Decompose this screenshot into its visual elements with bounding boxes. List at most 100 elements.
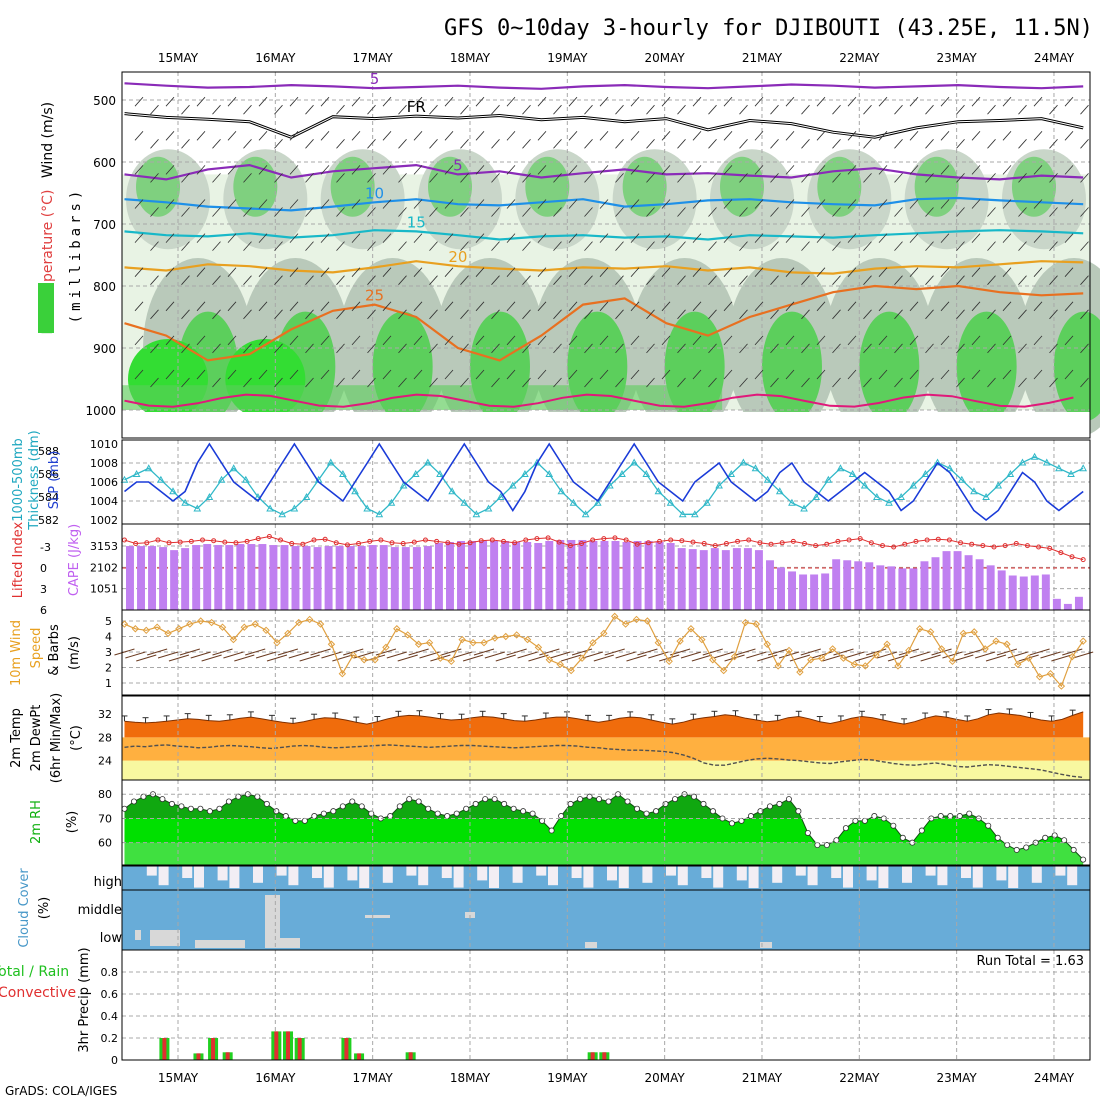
rh-point [282,813,289,820]
cape-bar [269,545,278,610]
cape-bar [512,542,521,610]
cloud-cover-panel: high middle low Cloud Cover (%) [17,865,1091,951]
wind-barb [201,654,222,662]
wind-barb [1080,173,1089,183]
wind-barb [677,309,686,320]
wind-barb [491,377,500,388]
wind-speed-point [523,635,532,644]
wind-barb [646,173,655,183]
wind-barb [429,343,438,354]
wind-barb [517,651,538,659]
wind-barb [646,343,655,354]
wind-barb [646,139,655,149]
high-cloud-gap [347,866,358,881]
thickness-point [618,469,626,477]
wind-barb [615,139,624,149]
wind-barb [816,131,826,141]
wind-barb [833,648,854,656]
rh-shading [817,156,862,217]
wind-barb [367,377,376,388]
wind-speed-point [1014,660,1022,669]
wind-barb [894,139,903,149]
wind-barb [462,654,484,662]
wind-barb [444,267,454,277]
wind-barb [181,173,190,183]
date-label: 22MAY [839,1071,880,1085]
cape-bar [1052,598,1061,610]
wind-barb [1002,301,1012,312]
wind-barb [1033,369,1043,380]
thickness-point [508,481,517,489]
wind-barb [878,165,888,175]
wind-barb [475,233,485,243]
thickness-point [278,510,287,518]
lifted-index-point [289,541,295,546]
wind-barb [289,131,299,141]
wind-barb [134,369,144,380]
wind-speed-point [687,625,695,633]
cape-bar [1008,575,1017,610]
wind-barb [506,369,516,380]
wind-barb [646,207,655,217]
lifted-index-point [634,541,640,547]
wind-barb [832,343,841,354]
wind-barb [1018,377,1027,388]
wind-barb [150,173,159,183]
wind-speed-point [600,629,608,638]
wind-barb [1064,165,1074,175]
wind-barb [1049,377,1058,388]
wind-barb [739,173,748,183]
wind-barb [878,267,888,277]
wind-speed-point [251,620,259,628]
wind-barb [1049,241,1058,251]
wind-barb [310,648,331,656]
wind-barb [956,343,965,354]
cape-bar [434,543,443,610]
axis-label: CAPE (J/kg) [67,524,82,596]
wind-speed-point [828,645,837,653]
wind-barb [212,343,221,354]
wind-barb [305,275,314,285]
cape-bar [920,561,929,610]
high-cloud-gap [418,866,429,886]
wind-barb [506,233,516,243]
wind-barb [1002,96,1012,107]
high-cloud-gap [571,866,582,878]
wind-barb [971,199,981,209]
wind-barb [987,241,996,251]
wind-barb [196,165,206,175]
wind-barb [677,104,686,115]
wind-barb [584,139,593,149]
wind-barb [816,165,826,175]
wind-barb [274,309,283,320]
cape-bar [357,546,366,610]
lifted-index-point [735,538,741,544]
rh-shading [761,311,822,422]
wind-barb [568,369,578,380]
high-cloud-gap [536,866,547,876]
cape-bar [401,547,410,610]
wind-barb [971,233,981,243]
tick-label: 700 [93,218,116,232]
lifted-index-point [378,537,384,543]
wind-barb [382,369,392,380]
wind-barb [165,301,175,312]
rh-shading [122,385,723,410]
cape-bar [192,545,201,610]
cape-bar [170,550,179,610]
rh-shading [233,156,278,217]
wind-barb [150,309,159,320]
wind-barb [375,648,397,656]
wind-barb [863,343,872,354]
high-cloud-gap [961,866,971,878]
wind-barb [444,301,454,312]
cape-bar [611,540,620,610]
cape-bar [291,546,300,610]
cape-bar [754,550,763,610]
cape-bar [1063,603,1072,610]
wind-barb [537,335,547,346]
temperature-contour [124,393,1074,408]
wind-barb [413,131,423,141]
wind-barb [894,343,903,354]
wind-barb [987,207,996,217]
